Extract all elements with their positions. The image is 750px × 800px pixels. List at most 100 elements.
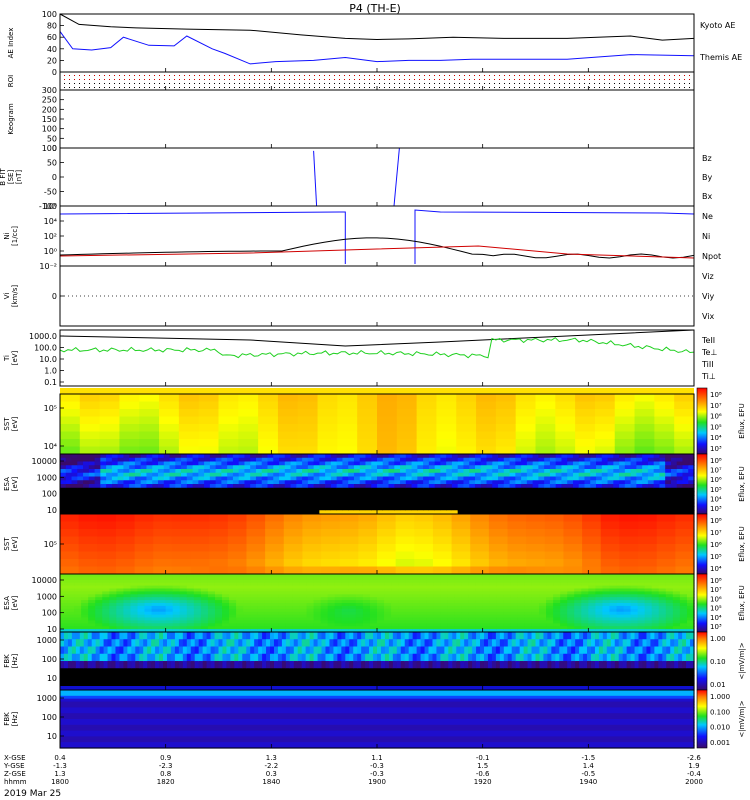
heatmap-cell — [355, 623, 364, 627]
heatmap-cell — [590, 469, 597, 474]
heatmap-cell — [60, 529, 80, 538]
heatmap-cell — [538, 495, 545, 500]
roi-dot — [434, 83, 435, 84]
heatmap-cell — [582, 566, 602, 575]
heatmap-cell — [526, 566, 546, 575]
heatmap-cell — [214, 603, 223, 607]
heatmap-cell — [99, 668, 105, 677]
ni-tick-label: 10⁴ — [44, 217, 57, 226]
heatmap-cell — [614, 409, 636, 418]
heatmap-cell — [426, 597, 434, 601]
heatmap-cell — [261, 495, 269, 500]
heatmap-cell — [362, 603, 371, 607]
heatmap-cell — [644, 576, 653, 581]
heatmap-cell — [665, 454, 672, 459]
heatmap-cell — [250, 491, 257, 496]
bfit-tick-label: 50 — [47, 159, 57, 168]
heatmap-cell — [94, 469, 101, 474]
heatmap-cell — [371, 484, 378, 489]
heatmap-cell — [222, 608, 230, 613]
heatmap-cell — [526, 510, 534, 515]
heatmap-cell — [596, 510, 603, 515]
heatmap-cell — [412, 597, 420, 601]
heatmap-cell — [77, 487, 84, 493]
heatmap-cell — [278, 600, 287, 604]
ae-tick-label: 80 — [47, 22, 57, 31]
roi-dot — [109, 79, 110, 80]
heatmap-cell — [440, 620, 449, 624]
heatmap-cell — [238, 409, 259, 418]
heatmap-cell — [676, 506, 684, 511]
heatmap-cell — [630, 461, 637, 466]
heatmap-cell — [507, 514, 527, 523]
heatmap-cell — [94, 480, 101, 485]
heatmap-cell — [94, 506, 101, 511]
heatmap-cell — [417, 472, 424, 478]
heatmap-cell — [495, 409, 517, 418]
heatmap-cell — [292, 614, 301, 619]
heatmap-cell — [285, 626, 294, 630]
roi-dot — [654, 75, 655, 76]
heatmap-cell — [446, 457, 453, 463]
heatmap-cell — [355, 594, 364, 598]
heatmap-cell — [357, 409, 378, 418]
heatmap-cell — [277, 439, 299, 448]
heatmap-cell — [503, 611, 512, 616]
heatmap-cell — [60, 431, 81, 440]
heatmap-cell — [109, 603, 117, 607]
heatmap-cell — [636, 454, 643, 459]
heatmap-cell — [463, 502, 470, 508]
heatmap-cell — [426, 608, 434, 613]
heatmap-cell — [377, 472, 384, 478]
heatmap-cell — [327, 585, 336, 590]
heatmap-cell — [204, 461, 211, 466]
roi-dot — [94, 79, 95, 80]
heatmap-cell — [575, 409, 596, 418]
heatmap-cell — [630, 510, 637, 515]
heatmap-cell — [186, 457, 194, 463]
heatmap-cell — [544, 461, 551, 466]
heatmap-cell — [313, 510, 320, 515]
heatmap-cell — [476, 394, 497, 403]
heatmap-cell — [250, 597, 258, 601]
heatmap-cell — [433, 582, 441, 587]
heatmap-cell — [665, 495, 672, 500]
heatmap-cell — [369, 574, 378, 578]
heatmap-cell — [590, 506, 597, 511]
roi-dot — [529, 87, 530, 88]
heatmap-cell — [630, 476, 637, 481]
heatmap-cell — [531, 626, 540, 630]
heatmap-cell — [581, 605, 589, 610]
heatmap-cell — [273, 461, 280, 466]
heatmap-cell — [434, 454, 441, 459]
heatmap-cell — [468, 626, 477, 630]
heatmap-cell — [336, 506, 344, 511]
heatmap-cell — [423, 484, 430, 489]
heatmap-cell — [140, 454, 148, 459]
heatmap-cell — [411, 495, 418, 500]
heatmap-cell — [468, 617, 477, 621]
heatmap-cell — [647, 487, 655, 493]
heatmap-cell — [243, 623, 251, 627]
heatmap-cell — [454, 611, 463, 616]
roi-dot — [444, 75, 445, 76]
heatmap-cell — [619, 454, 626, 459]
heatmap-cell — [595, 588, 604, 592]
roi-dot — [524, 79, 525, 80]
heatmap-cell — [157, 454, 165, 459]
heatmap-cell — [283, 536, 304, 545]
heatmap-cell — [165, 574, 174, 578]
heatmap-cell — [229, 611, 237, 616]
heatmap-cell — [60, 536, 80, 545]
heatmap-cell — [492, 454, 499, 459]
heatmap-cell — [447, 600, 456, 604]
heatmap-cell — [60, 551, 80, 560]
heatmap-cell — [117, 465, 124, 470]
heatmap-cell — [271, 594, 279, 598]
heatmap-cell — [414, 559, 434, 568]
plot-title: P4 (TH-E) — [349, 2, 401, 15]
heatmap-cell — [600, 529, 621, 538]
heatmap-cell — [475, 603, 484, 607]
heatmap-cell — [619, 487, 626, 493]
heatmap-cell — [362, 629, 371, 633]
